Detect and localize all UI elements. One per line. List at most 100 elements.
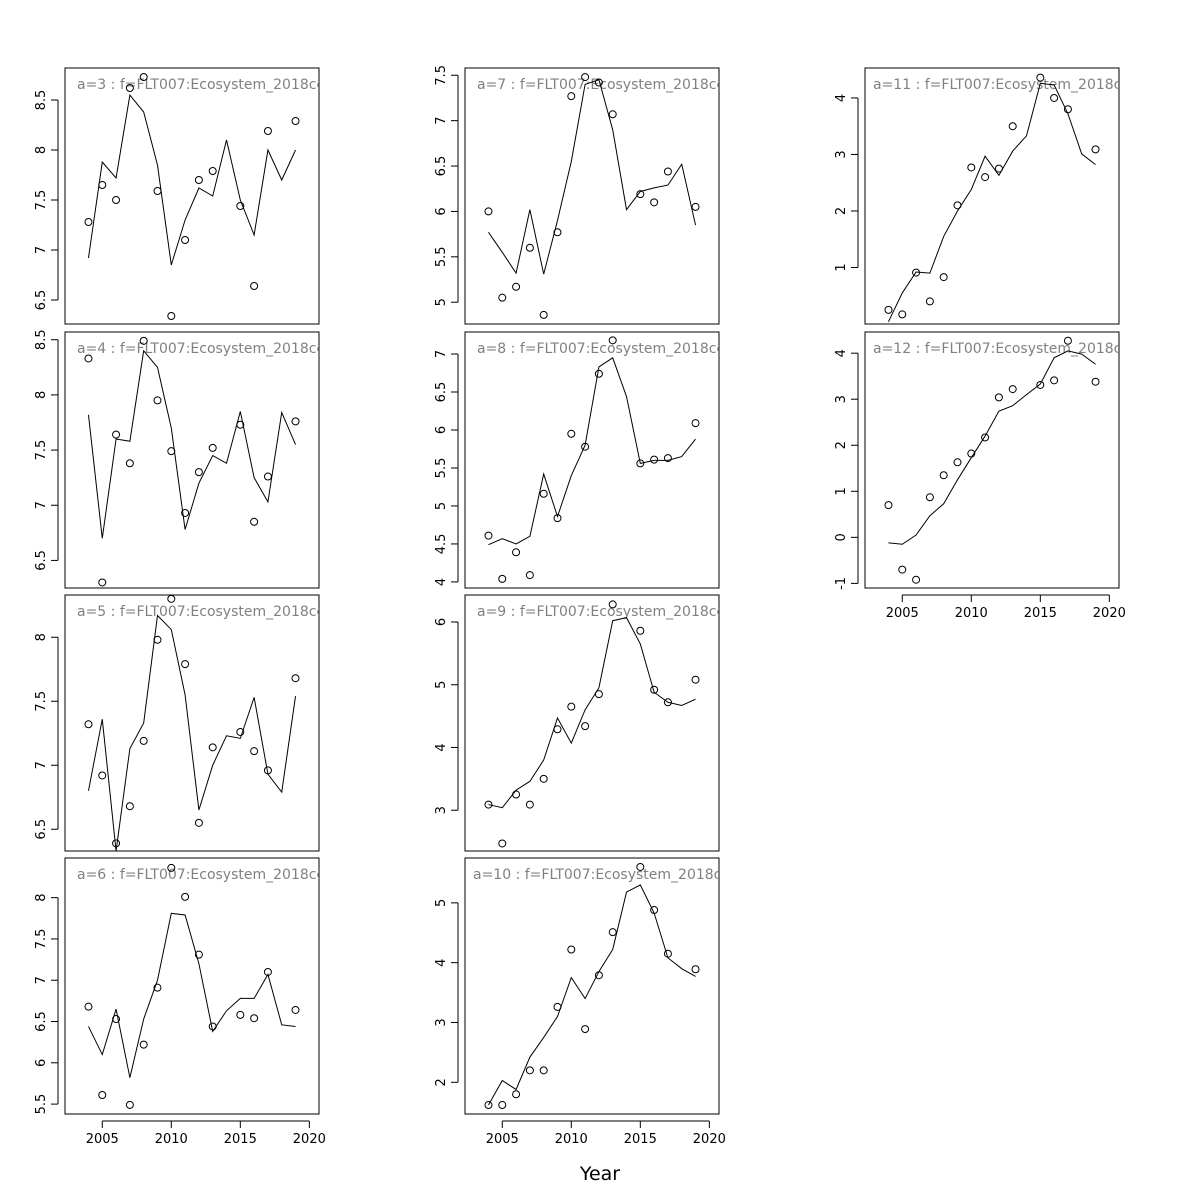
plot-frame [64, 857, 320, 1115]
data-point [250, 747, 259, 756]
data-point [208, 743, 217, 752]
data-point [512, 548, 521, 557]
data-point [236, 727, 245, 736]
data-point [1091, 145, 1100, 154]
data-point [484, 207, 493, 216]
panel: -1 0 1 2 3 4 2005 2010 2015 2020 a=12 : f=FLT007:E… [834, 331, 1126, 621]
data-point [636, 190, 645, 199]
data-point [291, 674, 300, 683]
data-point [484, 800, 493, 809]
y-tick-label: 8 [34, 893, 49, 901]
y-tick-label: 4.5 [434, 534, 449, 555]
data-point [884, 501, 893, 510]
panel: 2 3 4 5 2005 2010 2015 2020 Year a=10 : f=FLT007:… [434, 857, 726, 1185]
data-point [84, 720, 93, 729]
y-tick-label: 8.5 [34, 329, 49, 350]
data-point [194, 950, 203, 959]
y-tick-label: 4 [834, 349, 849, 357]
data-point [1036, 380, 1045, 389]
data-point [167, 863, 176, 872]
plot-frame [64, 67, 320, 325]
data-point [663, 454, 672, 463]
panel-title: a=6 : f=FLT007:Ecosystem_2018cor [77, 867, 331, 883]
panel: 6.5 7 7.5 8 a=5 : f=FLT007:Ecosystem_2018cor [34, 594, 331, 852]
data-point [525, 243, 534, 252]
plot-frame [464, 857, 720, 1115]
data-point [981, 433, 990, 442]
data-point [125, 84, 134, 92]
data-point [663, 167, 672, 176]
y-tick-label: 6 [434, 618, 449, 626]
data-point [567, 702, 576, 711]
y-tick-label: 6.5 [34, 550, 49, 571]
x-tick-label: 2020 [293, 1132, 326, 1147]
data-point [608, 110, 617, 119]
y-tick-label: 7 [434, 350, 449, 358]
x-tick-label: 2015 [224, 1132, 257, 1147]
data-point [263, 127, 272, 135]
data-point [181, 236, 190, 244]
fit-line [888, 82, 1096, 322]
x-tick-label: 2020 [1093, 606, 1126, 621]
data-point [594, 78, 603, 87]
data-point [498, 574, 507, 583]
data-point [608, 336, 617, 345]
panel-title: a=5 : f=FLT007:Ecosystem_2018cor [77, 604, 331, 620]
data-point [567, 945, 576, 954]
data-point [608, 600, 617, 609]
data-point [139, 73, 148, 81]
y-tick-label: 7 [34, 761, 49, 769]
plot-frame [64, 594, 320, 852]
y-tick-label: 7.5 [434, 65, 449, 86]
y-tick-label: 8.5 [34, 90, 49, 111]
data-point [898, 565, 907, 574]
y-tick-label: 8 [34, 633, 49, 641]
data-point [153, 396, 162, 405]
panel-title: a=3 : f=FLT007:Ecosystem_2018cor [77, 77, 331, 93]
data-point [167, 594, 176, 603]
data-point [484, 531, 493, 540]
y-tick-label: 6.5 [434, 156, 449, 177]
panel-title: a=11 : f=FLT007:Ecosystem_2018cor [873, 77, 1136, 93]
data-point [153, 187, 162, 195]
data-point [84, 354, 93, 363]
data-point [539, 1066, 548, 1075]
data-point [139, 1040, 148, 1049]
data-point [125, 802, 134, 811]
x-tick-label: 2010 [955, 606, 988, 621]
data-point [1036, 73, 1045, 82]
data-point [498, 293, 507, 302]
y-tick-label: -1 [834, 577, 849, 590]
y-tick-label: 5.5 [34, 1094, 49, 1115]
panel: 6.5 7 7.5 8 8.5 a=3 : f=FLT007:Ecosystem_2018… [34, 67, 331, 325]
y-tick-label: 4 [434, 743, 449, 751]
data-point [539, 489, 548, 498]
data-point [1050, 93, 1059, 102]
x-tick-label: 2015 [1024, 606, 1057, 621]
data-point [125, 459, 134, 468]
data-point [663, 698, 672, 707]
y-tick-label: 0 [834, 533, 849, 541]
y-tick-label: 6.5 [34, 290, 49, 311]
panel-title: a=8 : f=FLT007:Ecosystem_2018cor [477, 341, 731, 357]
y-tick-label: 7 [34, 976, 49, 984]
panel: 5 5.5 6 6.5 7 7.5 a=7 : f=FLT007:Ecosystem_201… [434, 65, 720, 325]
data-point [208, 1022, 217, 1031]
data-point [581, 1025, 590, 1034]
data-point [1091, 377, 1100, 386]
fit-line [888, 350, 1096, 545]
data-point [691, 419, 700, 428]
y-tick-label: 6.5 [34, 819, 49, 840]
y-tick-label: 8 [34, 146, 49, 154]
plot-frame [464, 67, 720, 325]
data-point [181, 508, 190, 517]
data-point [263, 472, 272, 481]
y-tick-label: 7 [34, 501, 49, 509]
data-point [567, 92, 576, 101]
y-tick-label: 3 [834, 150, 849, 158]
data-point [84, 1002, 93, 1011]
data-point [884, 305, 893, 314]
data-point [250, 282, 259, 290]
data-point [650, 455, 659, 464]
